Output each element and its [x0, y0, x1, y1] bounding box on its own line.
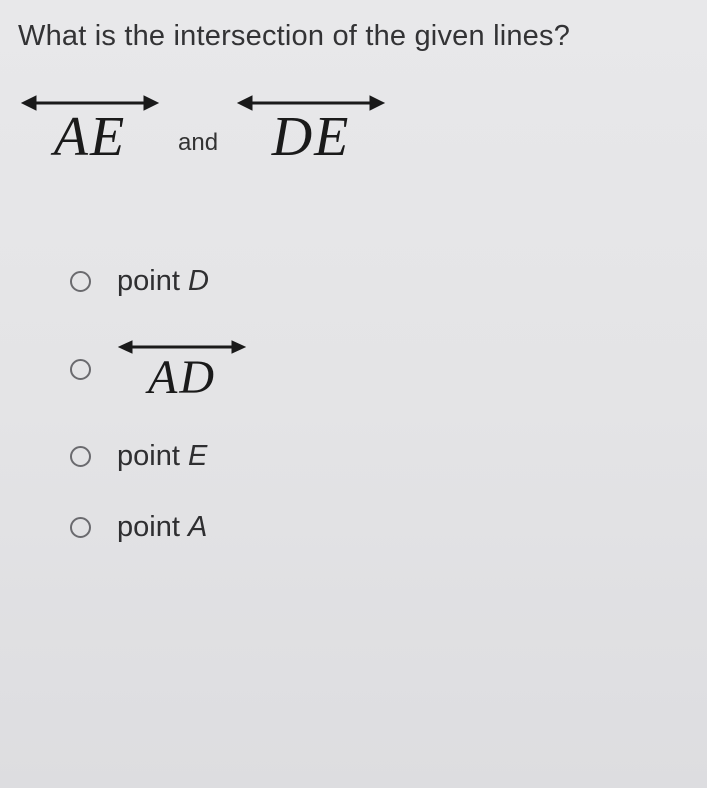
option-letter: A — [188, 511, 207, 543]
option-line-ad[interactable]: AD — [70, 336, 689, 402]
question-text: What is the intersection of the given li… — [18, 20, 689, 53]
option-prefix: point — [117, 511, 188, 543]
line-label-ad: AD — [148, 354, 216, 402]
option-point-e[interactable]: point E — [70, 440, 689, 473]
option-label: point D — [117, 265, 209, 298]
line-notation-ae: AE — [20, 91, 160, 165]
option-prefix: point — [117, 440, 188, 472]
option-label: point A — [117, 511, 207, 544]
radio-icon — [70, 446, 91, 467]
radio-icon — [70, 359, 91, 380]
line-label-de: DE — [272, 109, 351, 165]
option-letter: E — [188, 440, 207, 472]
radio-icon — [70, 271, 91, 292]
line-notation-de: DE — [236, 91, 386, 165]
line-label-ae: AE — [54, 109, 126, 165]
connector-text: and — [178, 129, 218, 165]
given-lines-row: AE and DE — [20, 91, 689, 165]
option-letter: D — [188, 265, 209, 297]
line-notation-ad: AD — [117, 336, 247, 402]
option-label: point E — [117, 440, 207, 473]
options-group: point D AD point E point A — [70, 265, 689, 544]
option-prefix: point — [117, 265, 188, 297]
option-point-d[interactable]: point D — [70, 265, 689, 298]
option-point-a[interactable]: point A — [70, 511, 689, 544]
radio-icon — [70, 517, 91, 538]
